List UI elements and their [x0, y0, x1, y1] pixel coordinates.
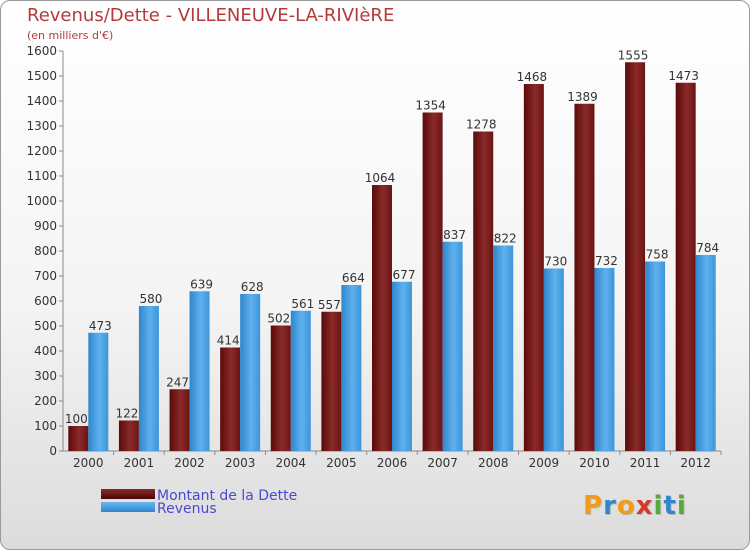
bar-dette	[270, 325, 291, 451]
bar-dette	[321, 311, 342, 451]
y-tick-label: 800	[34, 244, 57, 258]
x-tick-label: 2003	[225, 456, 256, 470]
bar-dette	[422, 112, 443, 451]
bar-revenus	[645, 261, 666, 451]
data-label-revenus: 628	[241, 280, 264, 294]
bar-revenus	[341, 285, 362, 451]
data-label-revenus: 677	[393, 268, 416, 282]
y-tick-label: 100	[34, 419, 57, 433]
x-tick-label: 2000	[73, 456, 104, 470]
bar-dette	[118, 420, 139, 451]
chart-subtitle: (en milliers d'€)	[27, 29, 114, 42]
x-tick-label: 2011	[630, 456, 661, 470]
bar-dette	[625, 62, 646, 451]
bar-dette	[675, 82, 696, 451]
x-tick-label: 2002	[174, 456, 205, 470]
data-label-dette: 247	[166, 375, 189, 389]
bar-dette	[372, 185, 392, 451]
y-tick-label: 500	[34, 319, 57, 333]
y-tick-label: 200	[34, 394, 57, 408]
bar-dette	[574, 103, 595, 451]
x-tick-label: 2012	[680, 456, 711, 470]
data-label-dette: 1473	[668, 69, 699, 83]
data-label-revenus: 837	[443, 228, 466, 242]
y-tick-label: 700	[34, 269, 57, 283]
data-label-revenus: 473	[89, 319, 112, 333]
bar-revenus	[392, 281, 412, 451]
bar-dette	[523, 84, 544, 451]
legend-swatch-revenus	[101, 502, 155, 512]
bar-revenus	[493, 245, 514, 451]
bar-revenus	[594, 268, 615, 451]
bar-revenus	[240, 294, 261, 451]
x-tick-label: 2001	[124, 456, 155, 470]
y-tick-label: 1600	[26, 44, 57, 58]
bar-revenus	[290, 310, 311, 451]
y-tick-label: 900	[34, 219, 57, 233]
data-label-revenus: 664	[342, 271, 365, 285]
y-tick-label: 300	[34, 369, 57, 383]
y-tick-label: 1100	[26, 169, 57, 183]
legend-label-dette: Montant de la Dette	[157, 488, 297, 504]
y-tick-label: 1200	[26, 144, 57, 158]
y-tick-label: 1400	[26, 94, 57, 108]
chart-title: Revenus/Dette - VILLENEUVE-LA-RIVIèRE	[27, 5, 395, 26]
y-tick-label: 1500	[26, 69, 57, 83]
data-label-revenus: 561	[291, 297, 314, 311]
bar-revenus	[88, 332, 109, 451]
logo-letter: P	[583, 491, 604, 521]
x-tick-label: 2008	[478, 456, 509, 470]
y-tick-label: 400	[34, 344, 57, 358]
bar-revenus	[189, 291, 210, 451]
data-label-revenus: 822	[494, 232, 517, 246]
data-label-dette: 122	[115, 407, 138, 421]
data-label-revenus: 784	[696, 241, 719, 255]
data-label-dette: 414	[217, 334, 240, 348]
x-tick-label: 2010	[579, 456, 610, 470]
x-tick-label: 2005	[326, 456, 357, 470]
data-label-revenus: 730	[544, 255, 567, 269]
y-tick-label: 0	[49, 444, 57, 458]
data-label-revenus: 732	[595, 254, 618, 268]
bar-revenus	[442, 241, 463, 451]
bar-revenus	[543, 268, 564, 451]
legend-label-revenus: Revenus	[157, 501, 217, 517]
data-label-revenus: 580	[139, 292, 162, 306]
bar-revenus	[695, 255, 716, 451]
bar-dette	[220, 347, 241, 451]
data-label-dette: 502	[267, 312, 290, 326]
bar-dette	[169, 389, 190, 451]
x-tick-label: 2006	[377, 456, 408, 470]
y-tick-label: 1300	[26, 119, 57, 133]
logo-letter: i	[676, 491, 687, 521]
data-label-dette: 1468	[517, 70, 548, 84]
data-label-revenus: 758	[646, 248, 669, 262]
bar-revenus	[138, 306, 159, 451]
data-label-dette: 100	[65, 412, 88, 426]
x-tick-label: 2007	[427, 456, 458, 470]
data-label-dette: 1278	[466, 118, 497, 132]
logo-letter: r	[603, 491, 617, 521]
y-tick-label: 1000	[26, 194, 57, 208]
data-label-revenus: 639	[190, 277, 213, 291]
logo-letter: i	[653, 491, 664, 521]
bar-dette	[473, 131, 494, 451]
legend-swatch-dette	[101, 489, 155, 499]
logo-letter: t	[663, 491, 677, 521]
x-tick-label: 2009	[529, 456, 560, 470]
x-tick-label: 2004	[275, 456, 306, 470]
data-label-dette: 557	[318, 298, 341, 312]
data-label-dette: 1354	[415, 99, 446, 113]
data-label-dette: 1389	[567, 90, 598, 104]
data-label-dette: 1064	[365, 171, 396, 185]
logo-letter: o	[616, 491, 636, 521]
y-tick-label: 600	[34, 294, 57, 308]
proxiti-logo: Proxiti	[583, 491, 687, 521]
bar-dette	[68, 426, 89, 451]
data-label-dette: 1555	[618, 48, 649, 62]
logo-letter: x	[635, 491, 654, 521]
